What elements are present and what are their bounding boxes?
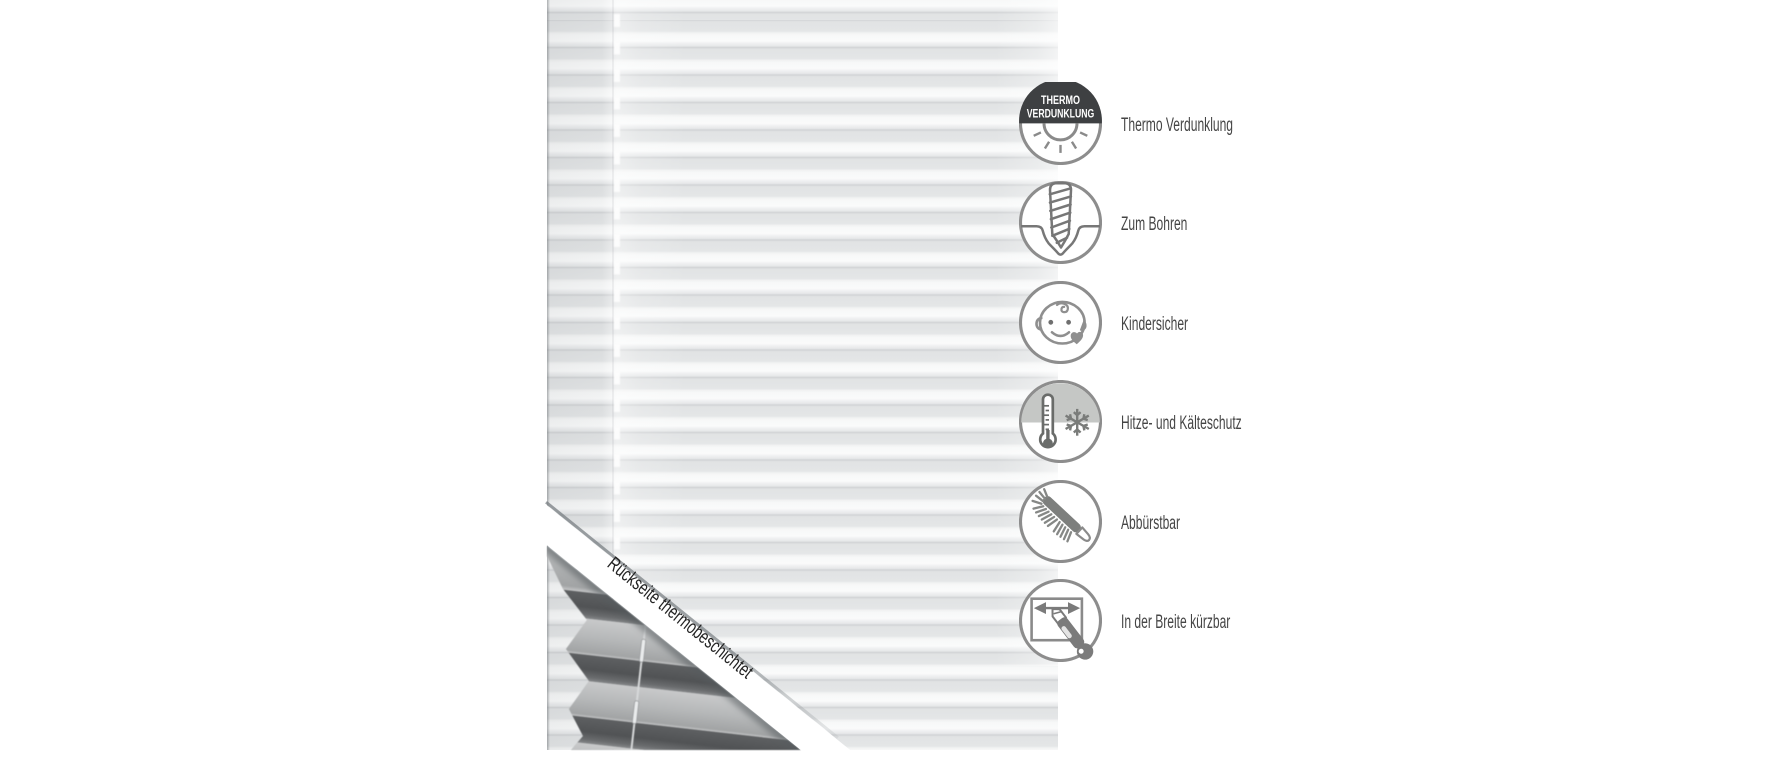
svg-text:VERDUNKLUNG: VERDUNKLUNG <box>1027 106 1095 120</box>
svg-text:THERMO: THERMO <box>1041 93 1080 107</box>
